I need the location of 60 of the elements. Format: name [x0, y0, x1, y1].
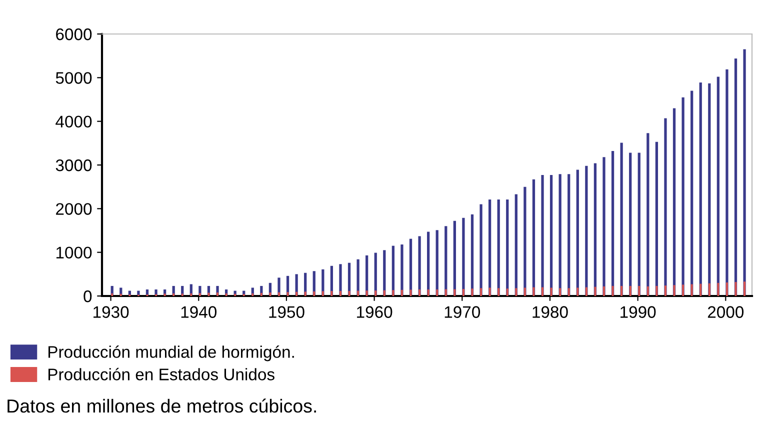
x-tick-label: 1960 — [357, 306, 392, 318]
y-tick-label: 2000 — [56, 203, 92, 215]
bar — [664, 118, 667, 296]
bar — [427, 232, 430, 296]
x-tick-label: 1940 — [181, 306, 217, 318]
legend-label: Producción en Estados Unidos — [48, 368, 274, 380]
legend-label: Producción mundial de hormigón. — [48, 345, 294, 362]
x-tick-label: 1990 — [620, 306, 656, 318]
text: Datos en millones de metros cúbicos. — [8, 398, 316, 413]
bar — [585, 166, 588, 296]
bar — [550, 175, 553, 296]
bar — [602, 157, 606, 296]
bar — [716, 76, 720, 296]
bar — [541, 175, 544, 296]
bar — [699, 82, 702, 296]
bar — [400, 244, 404, 296]
bar — [453, 220, 456, 296]
bar — [514, 194, 518, 296]
bar — [690, 90, 694, 296]
bar — [743, 49, 746, 296]
bar — [436, 230, 438, 296]
x-tick-label: 1970 — [444, 306, 480, 318]
bar — [568, 174, 570, 296]
x-tick-label: 1930 — [94, 306, 129, 318]
bar — [506, 199, 509, 296]
x-tick-label: 2000 — [708, 306, 744, 318]
y-tick-label: 3000 — [56, 159, 92, 172]
bar — [356, 259, 360, 296]
bar — [734, 58, 738, 296]
bar — [418, 236, 421, 296]
y-tick-label: 4000 — [56, 116, 92, 128]
bar — [339, 264, 342, 296]
bar — [655, 142, 658, 296]
x-tick-label: 1950 — [269, 306, 304, 318]
bar — [497, 199, 500, 296]
bar — [682, 97, 684, 296]
bar — [576, 170, 579, 296]
y-tick-label: 6000 — [56, 28, 92, 40]
bar — [708, 83, 711, 296]
bar — [524, 186, 526, 296]
y-tick-label: 1000 — [56, 246, 92, 259]
bar — [480, 204, 482, 296]
bar — [726, 69, 728, 296]
bar — [558, 174, 562, 296]
bar — [409, 238, 412, 296]
bar — [532, 179, 536, 296]
bar — [672, 108, 676, 296]
bar — [646, 133, 650, 296]
bar — [611, 151, 614, 296]
bar — [620, 142, 623, 296]
bar — [444, 226, 448, 296]
bar — [638, 152, 640, 296]
bar — [462, 218, 465, 296]
bar — [488, 199, 492, 296]
y-tick-label: 0 — [84, 290, 92, 302]
y-tick-label: 5000 — [56, 72, 92, 84]
bar — [594, 163, 597, 296]
bar — [629, 152, 632, 296]
x-tick-label: 1980 — [532, 306, 568, 318]
bar — [470, 214, 474, 296]
